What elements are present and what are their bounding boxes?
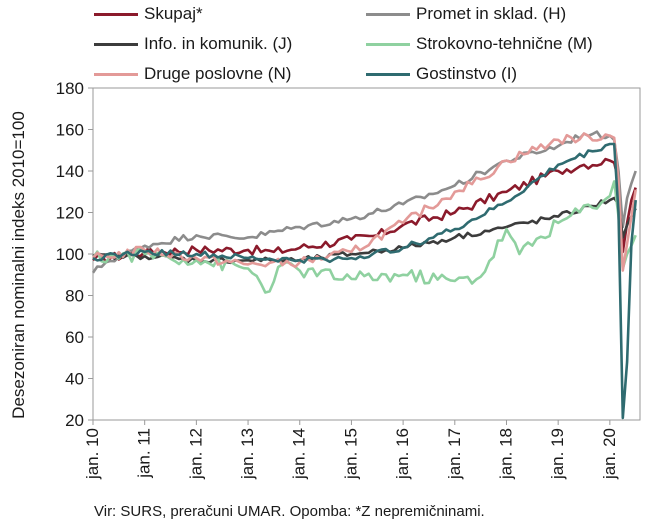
legend-label-druge: Druge poslovne (N) [144,64,292,83]
x-tick-label: jan. 16 [393,428,412,480]
x-tick-label: jan. 20 [600,428,619,480]
legend-item-promet: Promet in sklad. (H) [366,4,566,24]
x-tick-label: jan. 19 [548,428,567,480]
y-tick-label: 120 [56,204,84,223]
legend-item-druge: Druge poslovne (N) [94,64,291,84]
y-tick-label: 20 [65,411,84,430]
y-tick-label: 140 [56,162,84,181]
legend-label-skupaj: Skupaj* [144,4,203,23]
legend-swatch-druge [94,72,138,76]
y-tick-label: 60 [65,328,84,347]
x-tick-label: jan. 11 [135,428,154,479]
x-tick-label: jan. 18 [496,428,515,480]
legend-label-strokovno: Strokovno-tehnične (M) [416,34,593,53]
legend-swatch-info [94,42,138,46]
series-line-druge [91,132,637,272]
x-tick-label: jan. 17 [445,428,464,480]
legend-item-gostinstvo: Gostinstvo (I) [366,64,517,84]
x-tick-label: jan. 13 [238,428,257,480]
legend-swatch-promet [366,12,410,16]
legend-label-info: Info. in komunik. (J) [144,34,293,53]
y-tick-label: 180 [56,79,84,98]
legend-item-info: Info. in komunik. (J) [94,34,292,54]
legend-label-promet: Promet in sklad. (H) [416,4,567,23]
x-tick-label: jan. 12 [186,428,205,480]
y-tick-label: 100 [56,245,84,264]
x-tick-label: jan. 15 [341,428,360,480]
legend-label-gostinstvo: Gostinstvo (I) [416,64,518,83]
chart-legend: Skupaj* Promet in sklad. (H) Info. in ko… [0,0,650,90]
source-note: Vir: SURS, preračuni UMAR. Opomba: *Z ne… [94,503,485,520]
legend-item-strokovno: Strokovno-tehnične (M) [366,34,593,54]
legend-swatch-skupaj [94,12,138,16]
y-tick-label: 80 [65,287,84,306]
legend-item-skupaj: Skupaj* [94,4,203,24]
x-tick-label: jan. 14 [290,428,309,480]
series-line-gostinstvo [92,142,637,420]
legend-swatch-gostinstvo [366,72,410,76]
series-line-promet [91,130,637,274]
x-tick-label: jan. 10 [83,428,102,480]
y-tick-label: 160 [56,121,84,140]
y-tick-label: 40 [65,370,84,389]
legend-swatch-strokovno [366,42,410,46]
